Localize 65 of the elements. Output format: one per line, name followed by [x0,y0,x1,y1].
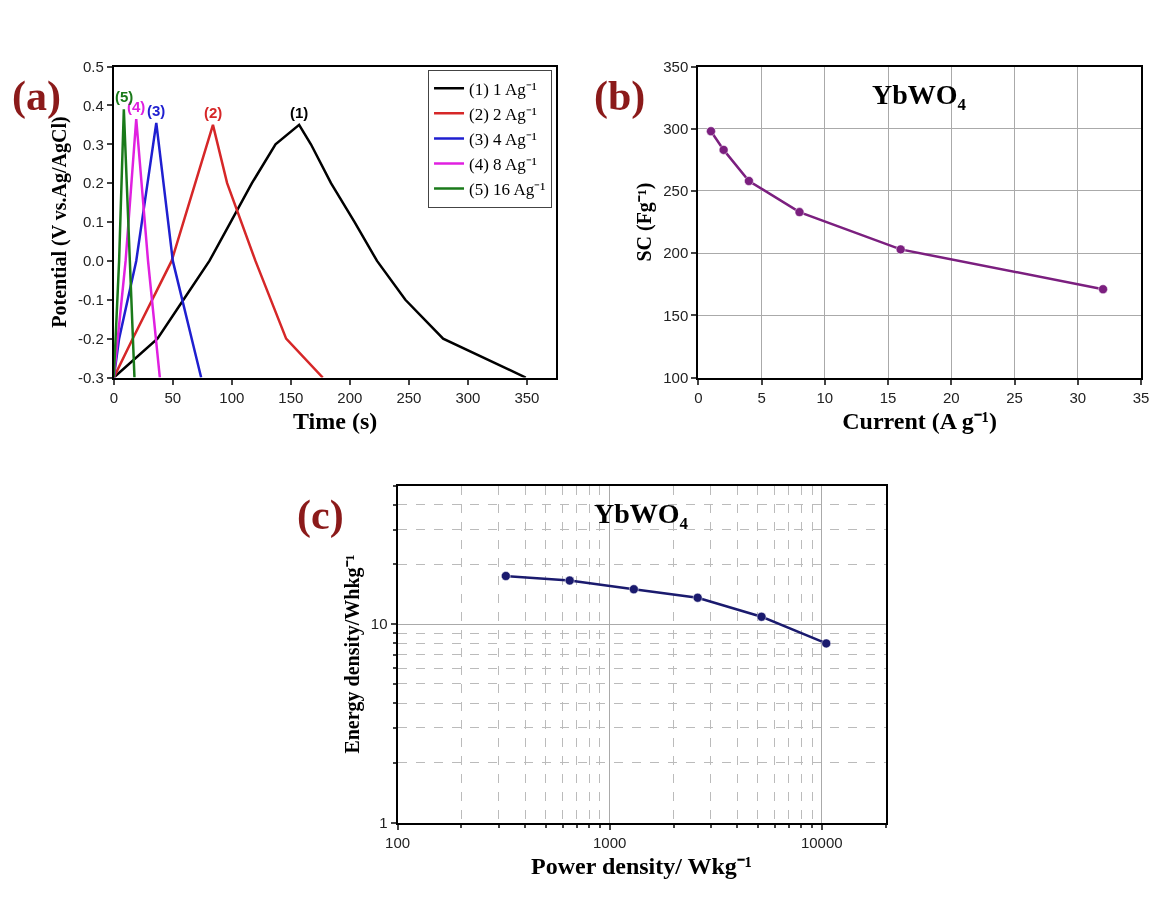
point [501,571,511,581]
legend-label: (1) 1 Ag⁻¹ [469,79,537,99]
x-tick-label: 35 [1132,388,1150,406]
annotation: (3) [147,102,166,119]
point [706,126,716,136]
y-tick-label: -0.3 [77,368,104,386]
x-tick-label: 10 [816,388,834,406]
y-tick-label: 350 [663,57,689,75]
point [895,244,906,255]
legend-label: (5) 16 Ag⁻¹ [469,180,546,200]
y-tick-label: 0.1 [82,213,104,231]
x-tick-label: 100 [219,388,245,406]
x-tick-label: 250 [396,388,422,406]
x-axis-title: Power density/ Wkg⁻¹ [531,853,753,880]
annotation: (2) [204,104,223,121]
point [744,176,754,186]
y-tick-label: 1 [379,813,388,831]
y-tick-label: -0.2 [77,329,104,347]
point [629,584,639,595]
x-tick-label: 300 [455,388,481,406]
x-tick-label: 25 [1006,388,1023,406]
point [821,638,831,649]
x-tick-label: 10000 [800,833,843,851]
legend-label: (3) 4 Ag⁻¹ [469,130,537,150]
x-tick-label: 50 [164,388,182,406]
y-tick-label: 0.4 [82,96,104,114]
y-axis-title: SC (Fg⁻¹) [633,182,657,262]
point [756,612,767,622]
x-tick-label: 5 [757,388,766,406]
x-tick-label: 30 [1069,388,1087,406]
point [564,575,575,586]
x-tick-label: 0 [694,388,703,406]
point [718,145,729,155]
x-tick-label: 350 [514,388,540,406]
x-tick-label: 15 [879,388,897,406]
point [794,207,805,217]
y-tick-label: 0.5 [82,57,104,75]
chart-title: YbWO₄ [594,498,689,529]
annotation: (1) [290,104,309,121]
y-tick-label: 100 [663,368,689,386]
x-tick-label: 100 [385,833,411,851]
point [692,592,703,603]
text: (c) [297,492,344,539]
y-tick-label: 200 [663,244,689,262]
y-tick-label: 0.2 [82,174,104,192]
line-series [113,123,324,378]
y-tick-label: -0.1 [77,291,104,309]
x-tick-label: 0 [109,388,118,406]
x-tick-label: 20 [942,388,960,406]
y-tick-label: 150 [663,306,689,324]
y-tick-label: 0.0 [82,252,104,270]
y-tick-label: 300 [663,119,689,137]
x-tick-label: 150 [278,388,304,406]
y-tick-label: 0.3 [82,135,104,153]
x-tick-label: 1000 [592,833,627,851]
x-tick-label: 200 [337,388,363,406]
point [1098,284,1108,294]
chart-title: YbWO₄ [872,79,967,110]
x-axis-title: Current (A g⁻¹) [842,408,998,435]
y-tick-label: 250 [663,182,689,200]
text: (b) [594,73,646,120]
y-axis-title: Energy density/Whkg⁻¹ [340,554,364,754]
legend-label: (2) 2 Ag⁻¹ [469,104,537,124]
x-axis-title: Time (s) [293,408,378,435]
legend-label: (4) 8 Ag⁻¹ [469,155,537,175]
